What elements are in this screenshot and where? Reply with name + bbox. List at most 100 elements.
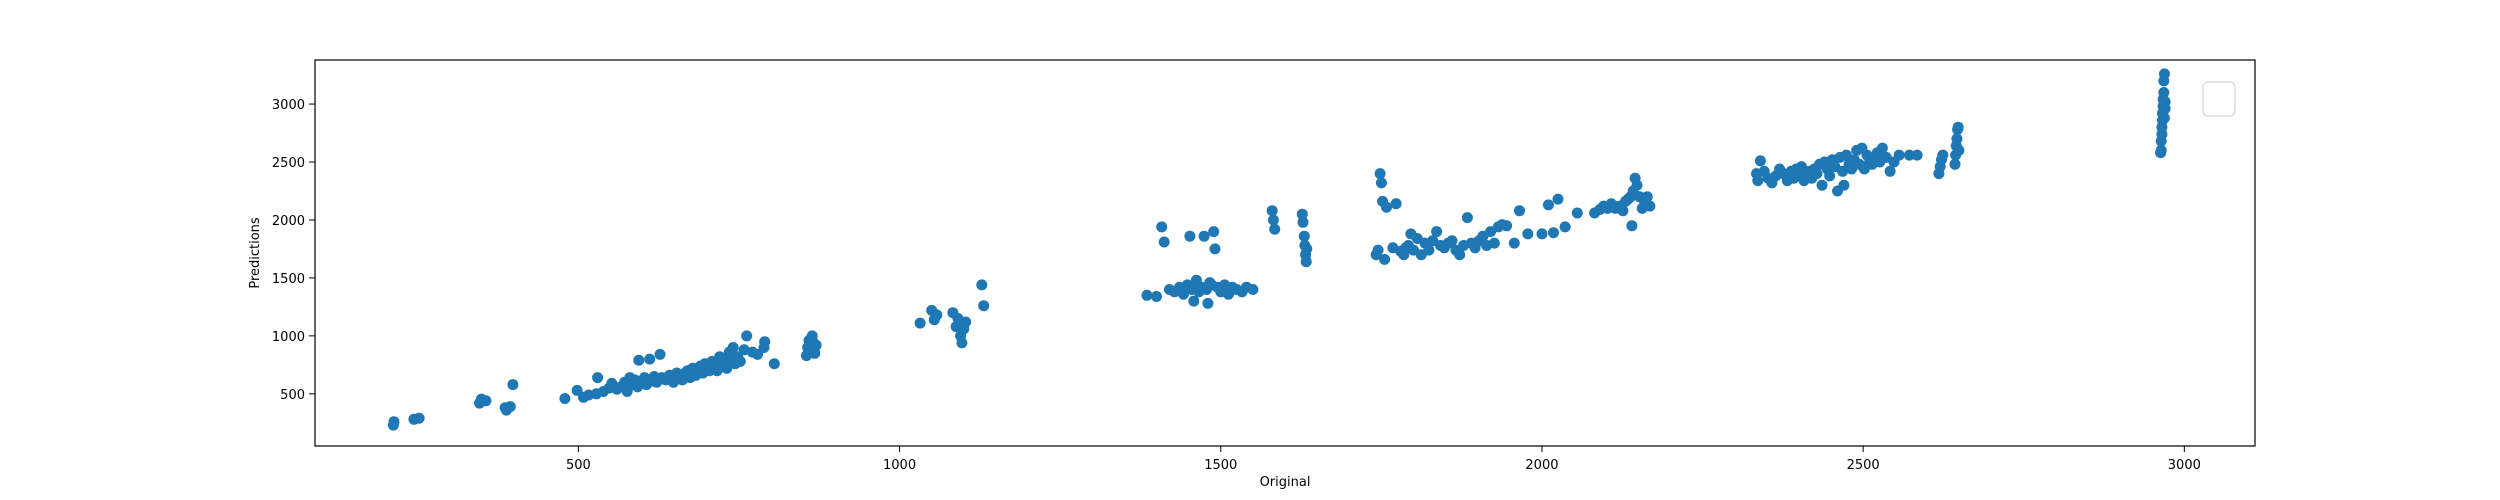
- data-point: [559, 393, 571, 404]
- data-point: [1824, 170, 1836, 182]
- data-point: [1300, 256, 1312, 268]
- data-point: [1937, 149, 1949, 161]
- data-point: [1536, 228, 1548, 240]
- data-point: [592, 372, 604, 384]
- data-point: [1446, 235, 1458, 247]
- data-point: [768, 358, 780, 370]
- data-point: [734, 355, 746, 367]
- x-tick-label: 3000: [2168, 458, 2201, 473]
- data-point: [504, 401, 516, 413]
- data-point: [1951, 133, 1963, 145]
- data-point: [1949, 158, 1961, 170]
- data-point: [1158, 236, 1170, 248]
- data-point: [956, 337, 968, 349]
- data-point: [1548, 227, 1559, 239]
- data-point: [1372, 244, 1384, 256]
- data-point: [1876, 142, 1888, 154]
- legend-box: [2202, 81, 2236, 117]
- data-point: [1893, 149, 1905, 161]
- data-point: [1837, 165, 1849, 177]
- data-point: [1816, 179, 1828, 191]
- data-point: [1298, 230, 1310, 242]
- data-point: [1379, 253, 1391, 265]
- data-point: [759, 336, 771, 348]
- y-tick-label: 2500: [272, 156, 305, 171]
- data-point: [571, 384, 583, 396]
- data-point: [1641, 191, 1653, 203]
- data-point: [2158, 87, 2170, 98]
- data-point: [1542, 199, 1554, 211]
- data-point: [1423, 244, 1435, 256]
- data-point: [1141, 289, 1153, 301]
- x-tick-label: 2500: [1847, 458, 1880, 473]
- data-point: [2158, 68, 2170, 80]
- data-point: [1156, 221, 1168, 233]
- data-point: [507, 379, 519, 391]
- data-point: [1501, 220, 1513, 232]
- data-point: [738, 344, 750, 356]
- data-point: [1911, 149, 1923, 161]
- data-point: [2155, 144, 2167, 156]
- data-points: [387, 68, 2171, 431]
- data-point: [809, 347, 821, 359]
- x-axis-label: Original: [1260, 475, 1311, 490]
- data-point: [978, 300, 990, 312]
- data-point: [2159, 96, 2171, 108]
- data-point: [1514, 205, 1525, 217]
- data-point: [1838, 179, 1850, 191]
- y-tick-label: 1000: [272, 330, 305, 345]
- data-point: [1488, 237, 1500, 249]
- data-point: [1381, 201, 1392, 213]
- data-point: [1151, 291, 1162, 302]
- data-point: [1811, 168, 1823, 180]
- data-point: [1301, 243, 1313, 255]
- data-point: [388, 416, 400, 428]
- data-point: [633, 354, 645, 366]
- data-point: [914, 317, 926, 329]
- data-point: [2158, 112, 2170, 124]
- data-point: [1269, 223, 1281, 235]
- data-point: [1571, 207, 1583, 219]
- data-point: [960, 316, 972, 328]
- data-point: [1247, 284, 1259, 295]
- plot-area-frame: [314, 59, 2256, 447]
- data-point: [1522, 228, 1534, 240]
- data-point: [1508, 237, 1520, 249]
- data-point: [1461, 212, 1473, 224]
- y-tick-label: 500: [280, 388, 305, 403]
- y-axis-label: Predictions: [248, 217, 263, 289]
- data-point: [1198, 230, 1210, 242]
- data-point: [1297, 216, 1309, 228]
- data-point: [1617, 205, 1629, 217]
- data-point: [752, 348, 764, 360]
- data-point: [1559, 221, 1571, 233]
- data-point: [741, 330, 753, 342]
- data-point: [1754, 155, 1766, 167]
- data-point: [810, 339, 822, 351]
- data-point: [1188, 295, 1200, 307]
- data-point: [480, 395, 492, 407]
- data-point: [1552, 193, 1564, 205]
- data-point: [727, 342, 739, 353]
- x-tick-label: 1000: [883, 458, 916, 473]
- data-point: [1374, 168, 1386, 180]
- x-axis-ticks: 500 1000 1500 2000 2500 3000: [566, 446, 2201, 473]
- data-point: [976, 279, 988, 291]
- data-point: [931, 309, 943, 321]
- data-point: [1752, 175, 1764, 187]
- x-tick-label: 500: [566, 458, 591, 473]
- data-point: [1626, 220, 1638, 232]
- data-point: [1884, 165, 1896, 177]
- x-tick-label: 2000: [1525, 458, 1558, 473]
- data-point: [1953, 144, 1965, 156]
- data-point: [654, 348, 666, 360]
- data-point: [644, 353, 656, 365]
- y-tick-label: 1500: [272, 272, 305, 287]
- data-point: [1375, 177, 1387, 189]
- data-point: [1431, 226, 1443, 238]
- data-point: [1903, 149, 1915, 161]
- data-point: [1952, 121, 1964, 133]
- y-axis-ticks: 500 1000 1500 2000 2500 3000: [272, 98, 315, 403]
- data-point: [1644, 200, 1656, 212]
